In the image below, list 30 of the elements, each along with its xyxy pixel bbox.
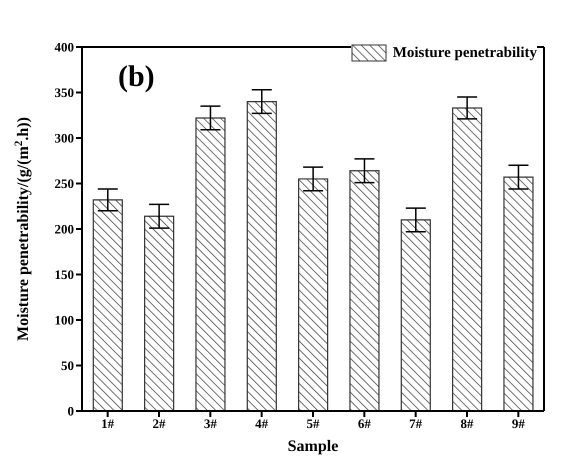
- x-tick-label: 3#: [204, 416, 218, 432]
- x-axis-title: Sample: [288, 438, 338, 455]
- bar: [246, 101, 277, 411]
- bar: [195, 117, 226, 411]
- x-tick-label: 8#: [460, 416, 474, 432]
- bar: [298, 178, 328, 411]
- y-tick-label: 150: [54, 267, 74, 282]
- x-tick-label: 1#: [101, 416, 115, 432]
- bar: [144, 216, 174, 411]
- bar: [503, 176, 534, 411]
- y-tick-label: 0: [68, 404, 74, 419]
- x-tick-label: 7#: [409, 416, 423, 432]
- x-tick-label: 9#: [512, 416, 526, 432]
- x-tick-label: 5#: [306, 416, 320, 432]
- y-tick-label: 300: [54, 130, 74, 146]
- x-tick-label: 2#: [152, 416, 166, 432]
- bar: [349, 170, 380, 411]
- y-tick-label: 250: [54, 176, 74, 192]
- y-tick-label: 350: [54, 85, 74, 100]
- y-tick-label: 100: [54, 312, 74, 328]
- annotation: (b): [118, 60, 155, 93]
- x-tick-label: 6#: [358, 416, 372, 432]
- x-tick-label: 4#: [255, 416, 269, 432]
- legend-label: Moisture penetrability: [392, 44, 537, 62]
- bar: [400, 219, 431, 411]
- y-tick-label: 200: [54, 222, 74, 237]
- bar: [92, 199, 123, 411]
- y-tick-label: 50: [61, 358, 74, 374]
- bar: [452, 107, 482, 411]
- y-tick-label: 400: [54, 40, 74, 55]
